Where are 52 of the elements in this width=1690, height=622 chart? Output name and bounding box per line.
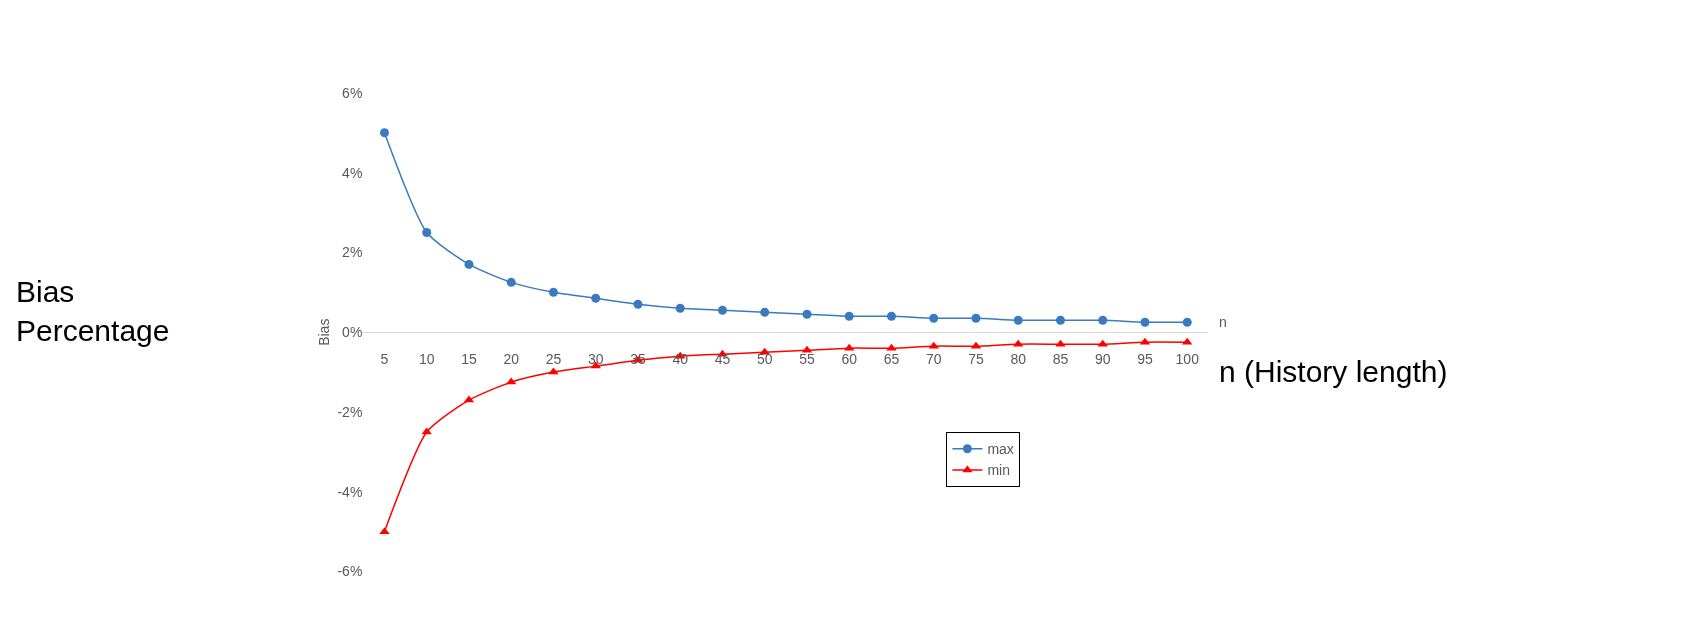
point bbox=[421, 427, 432, 435]
x-tick-label: 10 bbox=[418, 351, 435, 368]
x-tick-label: 65 bbox=[883, 351, 900, 368]
point bbox=[591, 293, 601, 303]
point bbox=[717, 305, 727, 315]
x-tick-label: 5 bbox=[380, 351, 389, 368]
y-tick-label: 6% bbox=[342, 84, 363, 101]
point bbox=[633, 299, 643, 309]
y-axis-title: Bias bbox=[316, 318, 333, 346]
legend-label: min bbox=[987, 462, 1010, 479]
point bbox=[1013, 315, 1023, 325]
point bbox=[506, 277, 516, 287]
point bbox=[886, 311, 896, 321]
point bbox=[548, 287, 558, 297]
y-tick-label: -6% bbox=[337, 563, 363, 580]
point bbox=[379, 128, 389, 138]
x-tick-label: 70 bbox=[925, 351, 942, 368]
x-tick-label: 80 bbox=[1010, 351, 1027, 368]
point bbox=[422, 227, 432, 237]
x-axis-title: n bbox=[1219, 314, 1227, 330]
x-tick-label: 75 bbox=[968, 351, 984, 368]
x-tick-label: 55 bbox=[799, 351, 815, 368]
y-tick-label: 0% bbox=[342, 324, 363, 341]
text: Bias Percentage bbox=[16, 275, 170, 347]
x-tick-label: 95 bbox=[1137, 351, 1153, 368]
y-tick-label: -2% bbox=[337, 403, 363, 420]
x-tick-label: 30 bbox=[587, 351, 604, 368]
point bbox=[1055, 315, 1065, 325]
y-tick-label: 4% bbox=[342, 164, 363, 181]
point bbox=[1140, 317, 1150, 327]
x-tick-label: 50 bbox=[756, 351, 773, 368]
x-tick-label: 60 bbox=[841, 351, 858, 368]
point bbox=[971, 313, 981, 323]
x-tick-label: 20 bbox=[503, 351, 520, 368]
text: n (History length) bbox=[1219, 355, 1448, 388]
y-tick-label: -4% bbox=[337, 483, 363, 500]
x-tick-label: 100 bbox=[1175, 351, 1200, 368]
point bbox=[1098, 315, 1108, 325]
legend-label: max bbox=[987, 441, 1014, 458]
x-tick-label: 15 bbox=[461, 351, 477, 368]
point bbox=[760, 307, 770, 317]
point bbox=[844, 311, 854, 321]
x-tick-label: 90 bbox=[1094, 351, 1111, 368]
x-tick-label: 85 bbox=[1052, 351, 1069, 368]
x-tick-label: 25 bbox=[545, 351, 562, 368]
point bbox=[464, 259, 474, 269]
point bbox=[1182, 317, 1192, 327]
point bbox=[675, 303, 685, 313]
x-tick-label: 35 bbox=[630, 351, 646, 368]
point bbox=[802, 309, 812, 319]
y-tick-label: 2% bbox=[342, 244, 363, 261]
point bbox=[929, 313, 939, 323]
